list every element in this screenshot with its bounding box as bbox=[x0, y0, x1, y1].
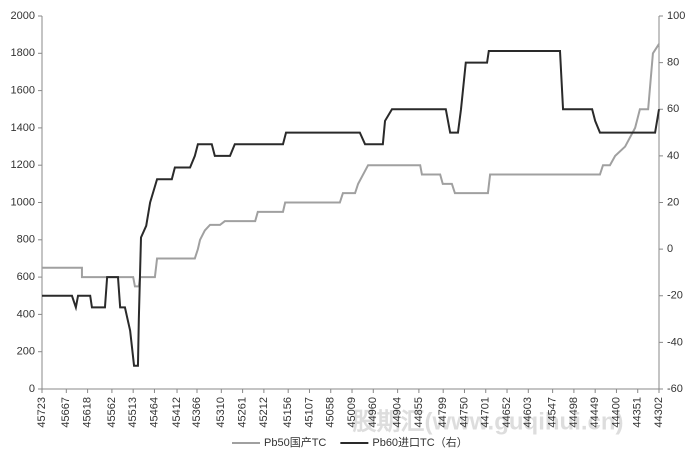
x-tick-label: 45366 bbox=[191, 397, 203, 428]
x-tick-label: 44498 bbox=[568, 397, 580, 428]
x-tick-label: 44302 bbox=[653, 397, 665, 428]
x-tick-label: 44750 bbox=[458, 397, 470, 428]
x-tick-label: 45618 bbox=[81, 397, 93, 428]
y2-tick-label: 40 bbox=[667, 150, 679, 162]
y2-tick-label: -60 bbox=[667, 383, 683, 395]
y2-tick-label: 100 bbox=[667, 10, 685, 22]
x-tick-label: 44652 bbox=[501, 397, 513, 428]
y-tick-label: 2000 bbox=[11, 10, 35, 22]
y-tick-label: 1200 bbox=[11, 159, 35, 171]
x-tick-label: 44799 bbox=[437, 397, 449, 428]
x-tick-label: 45723 bbox=[36, 397, 48, 428]
x-tick-label: 45562 bbox=[106, 397, 118, 428]
line-series bbox=[42, 43, 660, 288]
x-tick-label: 45513 bbox=[127, 397, 139, 428]
x-tick-label: 45058 bbox=[325, 397, 337, 428]
x-tick-label: 45212 bbox=[258, 397, 270, 428]
y2-tick-label: -20 bbox=[667, 290, 683, 302]
x-tick-label: 44701 bbox=[480, 397, 492, 428]
y-tick-label: 600 bbox=[17, 271, 35, 283]
y2-tick-label: 20 bbox=[667, 196, 679, 208]
y2-tick-label: 60 bbox=[667, 103, 679, 115]
x-tick-label: 44960 bbox=[367, 397, 379, 428]
x-tick-label: 44400 bbox=[610, 397, 622, 428]
x-tick-label: 45412 bbox=[171, 397, 183, 428]
x-tick-label: 45009 bbox=[346, 397, 358, 428]
x-tick-label: 44449 bbox=[589, 397, 601, 428]
x-tick-label: 44603 bbox=[522, 397, 534, 428]
x-tick-label: 45464 bbox=[148, 397, 160, 428]
watermark: 股期汇(www.guqihui.cn) bbox=[352, 408, 623, 435]
y-tick-label: 800 bbox=[17, 234, 35, 246]
x-tick-label: 45310 bbox=[215, 397, 227, 428]
x-tick-label: 45107 bbox=[303, 397, 315, 428]
y-tick-label: 1800 bbox=[11, 47, 35, 59]
x-tick-label: 45156 bbox=[282, 397, 294, 428]
y2-tick-label: 0 bbox=[667, 243, 673, 255]
legend-label: Pb50国产TC bbox=[264, 435, 326, 449]
x-tick-label: 44904 bbox=[392, 397, 404, 428]
y-tick-label: 1400 bbox=[11, 122, 35, 134]
y-tick-label: 0 bbox=[29, 383, 35, 395]
y2-tick-label: 80 bbox=[667, 57, 679, 69]
y-tick-label: 400 bbox=[17, 308, 35, 320]
x-tick-label: 45261 bbox=[237, 397, 249, 428]
legend-label: Pb60进口TC（右） bbox=[372, 435, 467, 449]
x-tick-label: 45667 bbox=[60, 397, 72, 428]
y-tick-label: 1000 bbox=[11, 196, 35, 208]
x-tick-label: 44547 bbox=[547, 397, 559, 428]
y2-tick-label: -40 bbox=[667, 336, 683, 348]
line-series bbox=[42, 49, 660, 367]
x-tick-label: 44855 bbox=[413, 397, 425, 428]
y-tick-label: 1600 bbox=[11, 85, 35, 97]
x-tick-label: 44351 bbox=[632, 397, 644, 428]
y-tick-label: 200 bbox=[17, 346, 35, 358]
